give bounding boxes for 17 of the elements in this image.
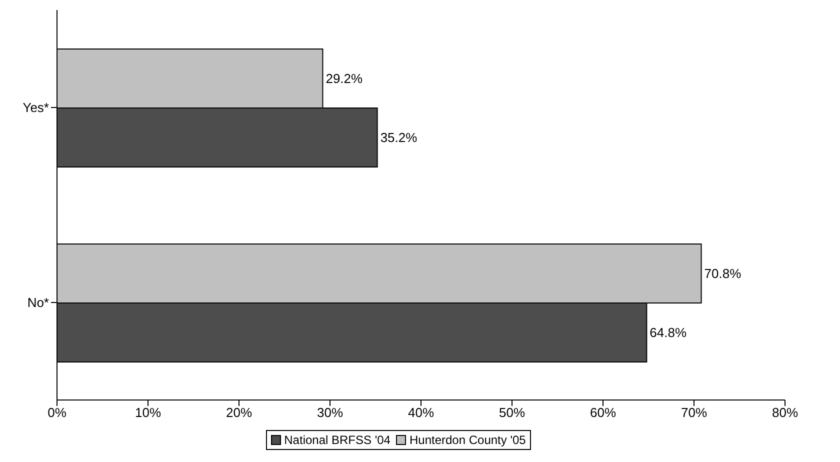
x-tick-label: 0% <box>48 405 67 420</box>
x-tick-label: 80% <box>772 405 798 420</box>
x-tick-label: 70% <box>680 405 708 420</box>
legend-label: National BRFSS '04 <box>284 433 390 447</box>
x-tick-label: 10% <box>134 405 162 420</box>
legend-label: Hunterdon County '05 <box>409 433 526 447</box>
x-tick-label: 20% <box>226 405 252 420</box>
x-tick-label: 40% <box>408 405 434 420</box>
data-label: 64.8% <box>650 325 687 340</box>
data-label: 70.8% <box>704 266 742 281</box>
y-tick-label: Yes* <box>22 100 49 116</box>
x-tick-label: 30% <box>316 405 344 420</box>
data-label: 35.2% <box>380 130 418 145</box>
x-tick-label: 60% <box>590 405 616 420</box>
data-label: 29.2% <box>326 71 364 86</box>
x-tick-label: 50% <box>498 405 526 420</box>
y-tick-label: No* <box>27 295 49 310</box>
